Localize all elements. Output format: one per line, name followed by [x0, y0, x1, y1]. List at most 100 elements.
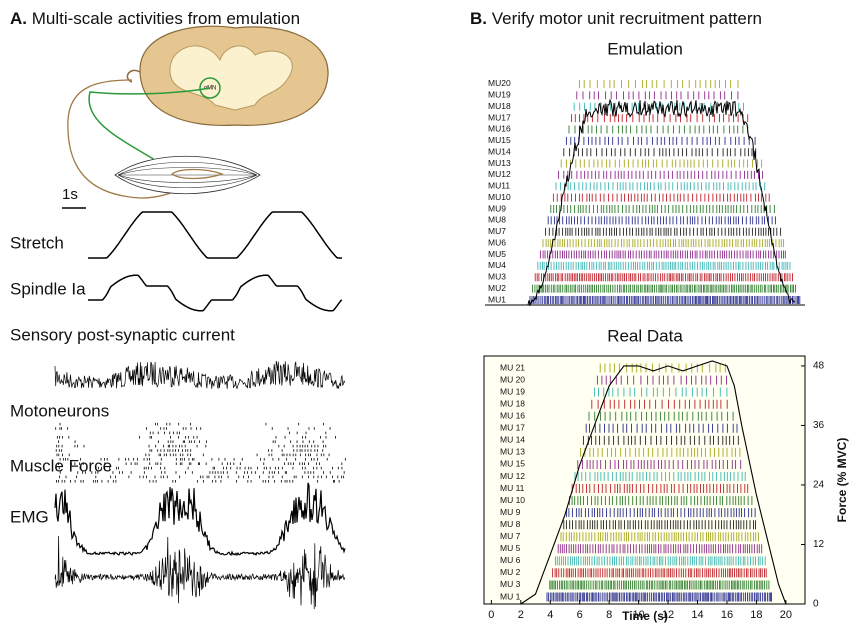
unit-label: MU1 [488, 294, 506, 304]
raster-tick [271, 449, 273, 452]
unit-label: MU 3 [500, 579, 521, 589]
raster-tick [139, 436, 141, 439]
raster-tick [136, 462, 138, 465]
raster-tick [320, 475, 322, 479]
raster-tick [172, 440, 174, 443]
raster-tick [58, 444, 60, 448]
raster-tick [214, 471, 216, 474]
raster-tick [61, 444, 63, 448]
unit-label: MU13 [488, 158, 511, 168]
raster-tick [233, 462, 235, 465]
raster-tick [236, 466, 238, 470]
raster-tick [184, 440, 185, 443]
raster-tick [194, 440, 196, 443]
raster-tick [295, 475, 297, 479]
raster-tick [304, 462, 305, 465]
spike-row [532, 284, 796, 293]
raster-tick [299, 462, 301, 465]
raster-tick [179, 475, 181, 479]
raster-tick [305, 431, 307, 435]
raster-tick [203, 480, 204, 483]
raster-tick [182, 449, 183, 452]
raster-tick [250, 466, 252, 470]
raster-tick [295, 458, 297, 461]
raster-tick [98, 466, 99, 470]
raster-tick [217, 471, 219, 474]
unit-label: MU 9 [500, 507, 521, 517]
raster-tick [223, 466, 224, 470]
panel-label: A. [10, 9, 27, 28]
raster-tick [179, 444, 180, 448]
unit-label: MU9 [488, 203, 506, 213]
raster-tick [283, 444, 285, 448]
raster-tick [155, 480, 157, 483]
raster-tick [101, 480, 103, 483]
raster-tick [221, 462, 223, 465]
raster-tick [115, 480, 117, 483]
raster-tick [146, 427, 148, 430]
raster-tick [185, 449, 187, 452]
raster-tick [181, 458, 183, 461]
raster-tick [284, 436, 286, 439]
raster-tick [278, 466, 279, 470]
spike-row [549, 580, 770, 590]
unit-label: MU 11 [500, 483, 525, 493]
raster-tick [328, 453, 330, 457]
diagram: αMN [67, 25, 329, 199]
unit-label: MU15 [488, 135, 511, 145]
raster-tick [307, 449, 309, 452]
raster-tick [248, 475, 249, 479]
raster-tick [149, 436, 151, 439]
x-tick-label: 8 [606, 609, 612, 621]
raster-tick [101, 466, 102, 470]
raster-tick [190, 422, 191, 426]
unit-label: MU7 [488, 226, 506, 236]
raster-tick [149, 431, 151, 435]
unit-label: MU17 [488, 112, 511, 122]
raster-tick [151, 436, 152, 439]
raster-tick [145, 453, 147, 457]
unit-label: MU4 [488, 260, 506, 270]
raster-tick [112, 471, 114, 474]
raster-tick [283, 453, 285, 457]
spike-row [560, 159, 763, 168]
psc-trace [54, 360, 346, 390]
raster-tick [115, 475, 116, 479]
raster-tick [146, 458, 148, 461]
raster-tick [164, 466, 166, 470]
unit-label: MU 20 [500, 374, 525, 384]
raster-tick [82, 471, 84, 474]
raster-tick [262, 480, 264, 483]
raster-tick [91, 471, 93, 474]
raster-tick [247, 471, 248, 474]
y-tick-label: 0 [813, 599, 819, 610]
raster-tick [163, 449, 165, 452]
raster-tick [79, 462, 80, 465]
subplot-title: Real Data [607, 326, 683, 345]
raster-tick [182, 427, 184, 430]
raster-tick [97, 480, 98, 483]
raster-tick [157, 462, 159, 465]
unit-label: MU18 [488, 101, 511, 111]
raster-tick [170, 436, 171, 439]
raster-tick [248, 466, 250, 470]
raster-tick [313, 440, 315, 443]
raster-tick [58, 449, 60, 452]
raster-tick [166, 427, 167, 430]
raster-tick [280, 480, 282, 483]
raster-tick [281, 449, 283, 452]
raster-tick [58, 462, 60, 465]
raster-tick [167, 440, 169, 443]
raster-tick [74, 440, 76, 443]
raster-tick [200, 427, 202, 430]
raster-tick [313, 475, 315, 479]
raster-tick [271, 471, 273, 474]
raster-tick [59, 458, 61, 461]
raster-tick [310, 471, 312, 474]
raster-tick [239, 462, 241, 465]
raster-tick [134, 462, 136, 465]
spike-row [555, 182, 766, 191]
raster-tick [143, 466, 145, 470]
raster-tick [151, 466, 152, 470]
panel-title: Multi-scale activities from emulation [32, 9, 300, 28]
